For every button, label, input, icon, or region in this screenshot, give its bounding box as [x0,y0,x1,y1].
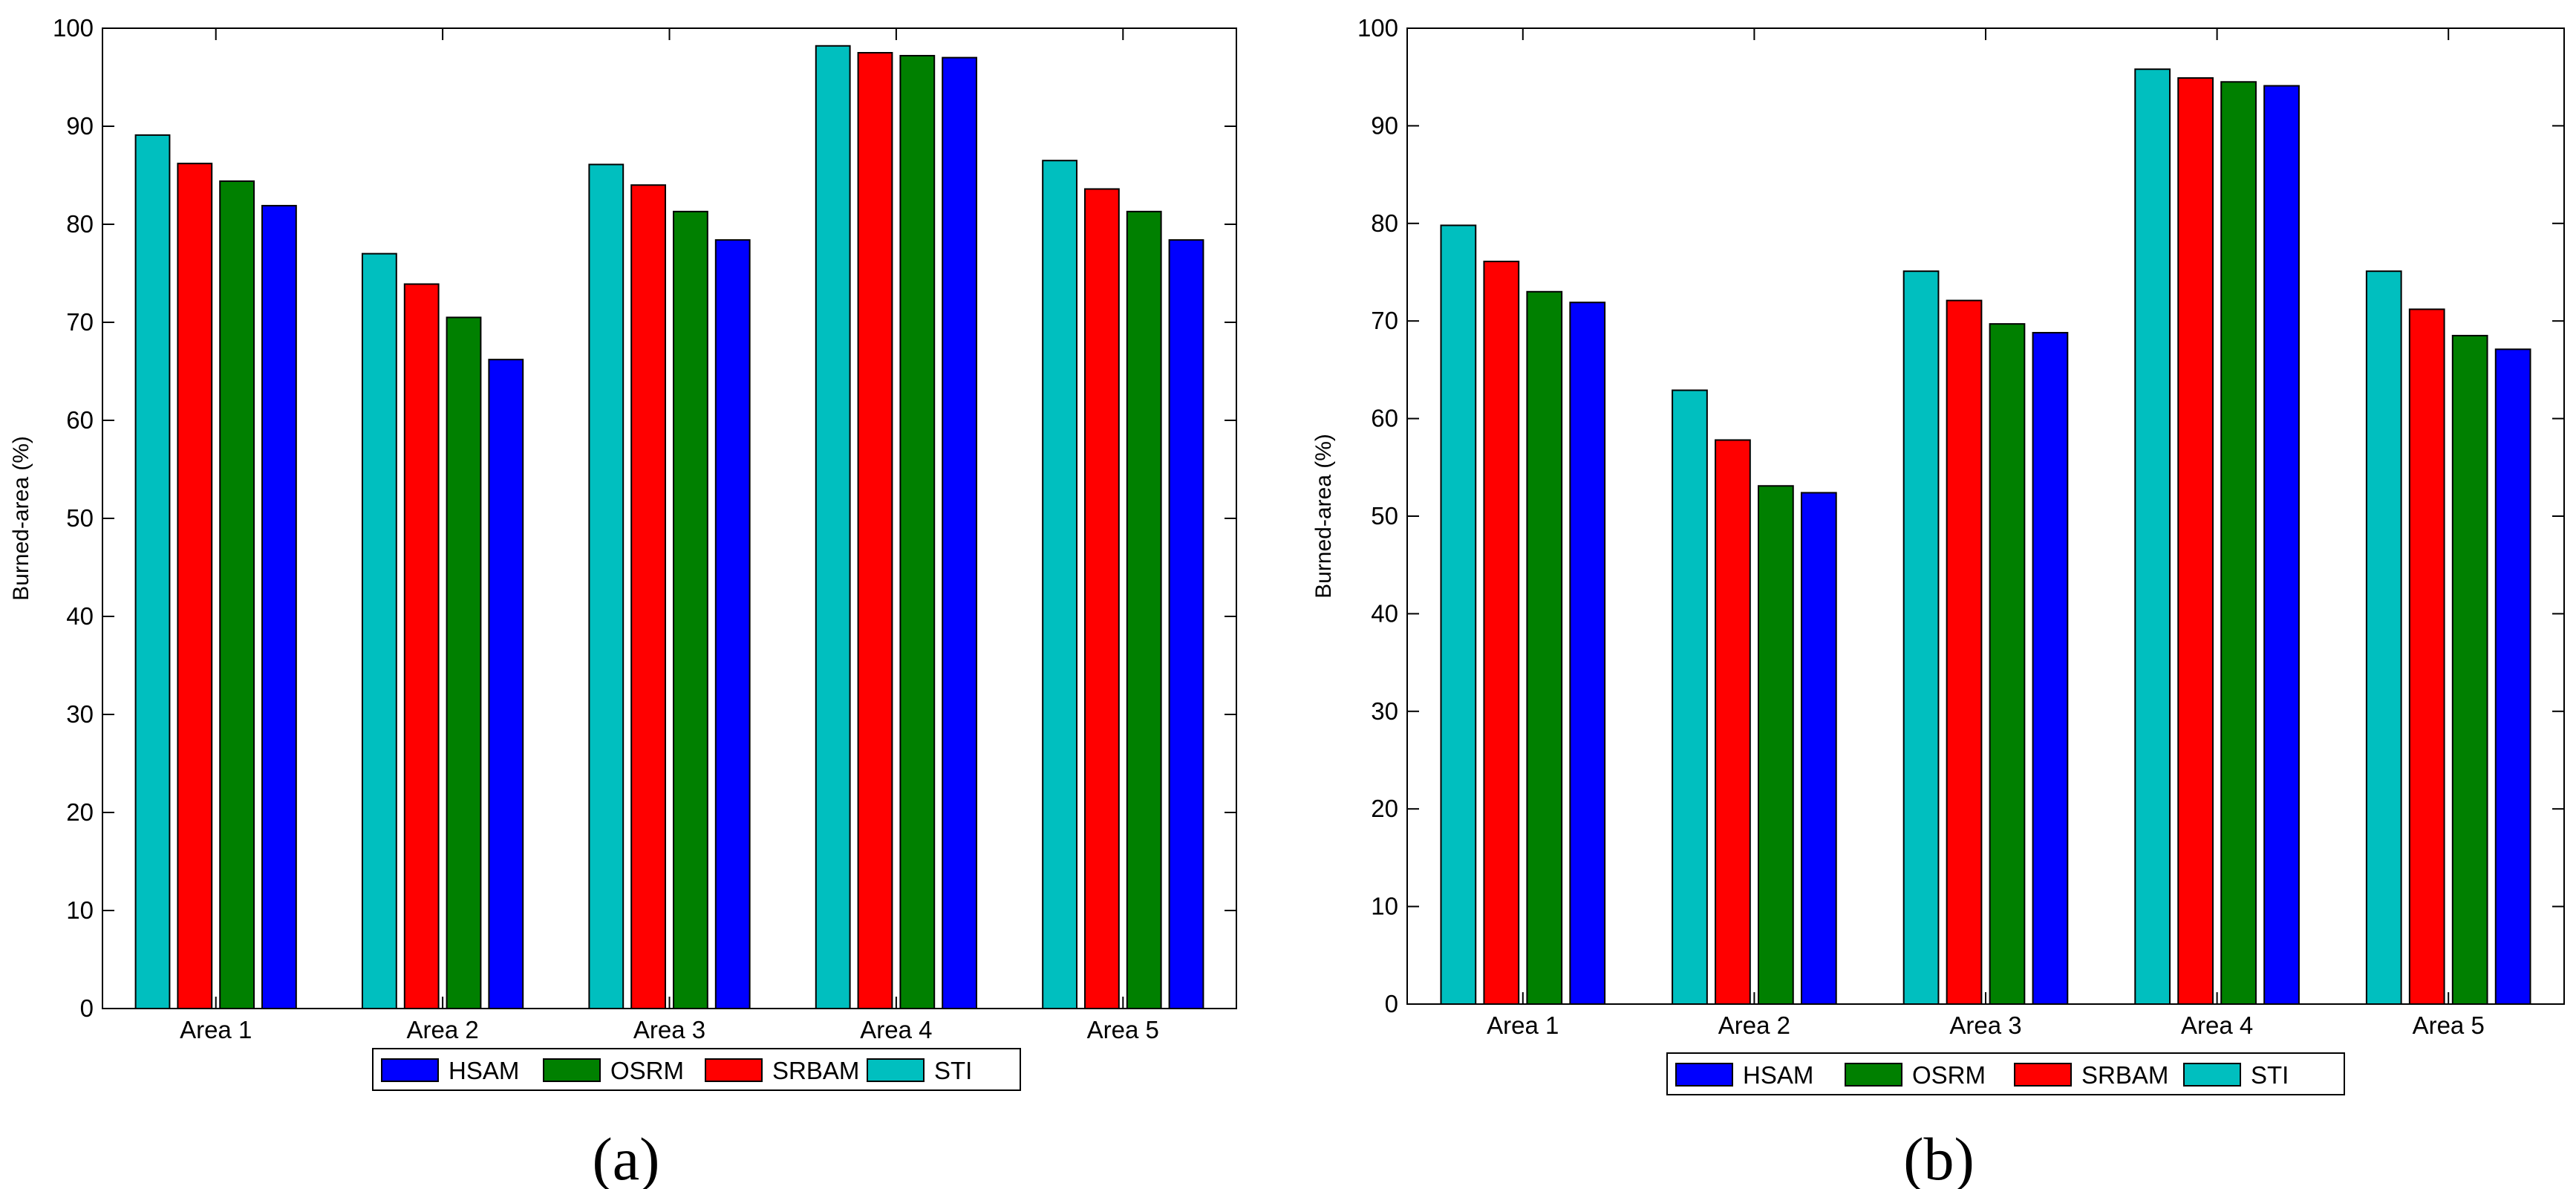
bar-sti-area-5 [1042,160,1077,1010]
y-tick-label: 10 [1371,893,1398,920]
legend-label-srbam: SRBAM [772,1057,859,1084]
bar-sti-area-3 [588,163,625,1010]
panel-caption: (a) [592,1125,659,1189]
legend-label-sti: STI [934,1057,972,1084]
y-tick-label: 70 [66,308,94,336]
x-tick-label: Area 1 [180,1016,252,1043]
x-tick-label: Area 3 [633,1016,705,1043]
x-tick-label: Area 1 [1487,1012,1559,1039]
bar-osrm-area-4 [2220,81,2257,1005]
chart-1: 0 10 20 30 40 50 60 70 80 90 100 Burned-area (%) Are… [9,14,1237,1189]
bar-sti-area-1 [134,134,171,1009]
bar-sti-area-3 [1902,270,1940,1006]
y-tick-label: 50 [66,504,94,532]
x-tick-label: Area 5 [1087,1016,1159,1043]
bar-srbam-area-1 [177,163,213,1009]
x-tick-label: Area 5 [2413,1012,2485,1039]
y-tick-label: 90 [1371,111,1398,139]
bar-srbam-area-5 [1083,188,1120,1010]
bar-osrm-area-2 [446,316,482,1009]
y-tick-label: 60 [66,406,94,434]
y-tick-label: 50 [1371,502,1398,530]
bar-osrm-area-4 [899,54,936,1010]
y-tick-label: 70 [1371,307,1398,334]
y-tick-label: 90 [66,112,94,140]
bar-srbam-area-3 [1946,299,1983,1005]
bar-sti-area-2 [1672,389,1708,1005]
bar-osrm-area-3 [1989,323,2026,1005]
y-axis-label: Burned-area (%) [1311,434,1336,599]
bar-srbam-area-5 [2408,308,2445,1005]
bar-srbam-area-4 [2177,77,2214,1005]
y-tick-label: 60 [1371,405,1398,432]
y-tick-label: 20 [1371,795,1398,822]
legend-label-hsam: HSAM [449,1057,519,1084]
y-tick-label: 100 [1357,14,1398,42]
legend-label-srbam: SRBAM [2081,1061,2168,1089]
bar-srbam-area-4 [857,52,893,1009]
y-tick-label: 20 [66,798,94,826]
y-axis-label: Burned-area (%) [9,436,33,601]
bar-hsam-area-1 [261,204,297,1009]
chart-2: 0 10 20 30 40 50 60 70 80 90 100 Burned-area (%) Are… [1311,14,2565,1189]
bar-hsam-area-4 [2263,85,2300,1005]
y-tick-label: 40 [66,602,94,630]
y-tick-label: 80 [66,210,94,238]
legend-swatch-osrm [1845,1063,1902,1087]
x-tick-label: Area 4 [860,1016,932,1043]
x-tick-label: Area 4 [2181,1012,2253,1039]
bar-hsam-area-1 [1569,302,1606,1005]
bar-srbam-area-2 [1715,439,1751,1005]
y-tick-label: 80 [1371,209,1398,237]
legend-swatch-sti [867,1058,925,1082]
x-tick-label: Area 2 [1718,1012,1790,1039]
bar-osrm-area-5 [1126,210,1162,1010]
bar-srbam-area-1 [1483,261,1520,1005]
bar-hsam-area-3 [714,239,751,1009]
legend-swatch-hsam [381,1058,439,1082]
y-tick-label: 0 [1385,990,1398,1017]
legend-label-hsam: HSAM [1743,1061,1813,1089]
bar-srbam-area-2 [403,283,440,1009]
y-tick-label: 30 [1371,697,1398,725]
bar-hsam-area-3 [2032,331,2069,1005]
y-tick-label: 40 [1371,599,1398,627]
legend-swatch-osrm [543,1058,601,1082]
bar-sti-area-5 [2365,270,2402,1006]
bar-hsam-area-4 [942,56,978,1010]
panel-caption: (b) [1903,1125,1975,1189]
bar-sti-area-1 [1440,224,1477,1006]
legend-swatch-srbam [705,1058,763,1082]
legend-label-sti: STI [2251,1061,2289,1089]
legend-swatch-srbam [2014,1063,2072,1087]
y-tick-label: 100 [53,14,94,42]
bar-osrm-area-2 [1758,485,1794,1005]
x-tick-label: Area 3 [1949,1012,2021,1039]
legend-swatch-hsam [1675,1063,1733,1087]
bar-osrm-area-1 [1526,290,1563,1005]
bar-hsam-area-2 [488,359,524,1010]
legend-label-osrm: OSRM [610,1057,684,1084]
bar-hsam-area-2 [1800,492,1837,1005]
bar-osrm-area-3 [672,210,708,1010]
bar-sti-area-4 [815,45,851,1009]
legend: HSAM OSRM SRBAM STI [372,1048,1021,1091]
y-tick-label: 30 [66,700,94,728]
bar-sti-area-4 [2134,68,2171,1006]
bar-hsam-area-5 [2494,348,2531,1005]
y-tick-label: 0 [80,994,94,1022]
bar-osrm-area-5 [2451,334,2488,1006]
x-tick-label: Area 2 [406,1016,478,1043]
legend: HSAM OSRM SRBAM STI [1666,1052,2345,1095]
bar-sti-area-2 [361,253,397,1010]
bar-hsam-area-5 [1168,239,1204,1009]
y-tick-label: 10 [66,896,94,924]
legend-label-osrm: OSRM [1912,1061,1986,1089]
bar-osrm-area-1 [219,180,255,1009]
bar-srbam-area-3 [630,184,667,1010]
legend-swatch-sti [2183,1063,2241,1087]
